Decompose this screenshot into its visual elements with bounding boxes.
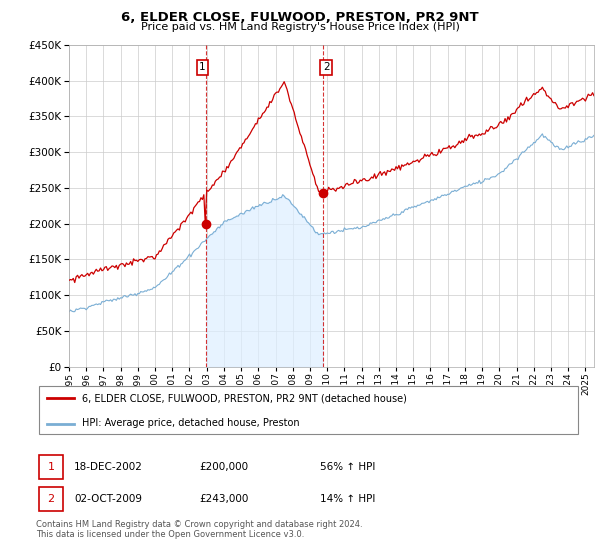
FancyBboxPatch shape xyxy=(39,455,64,479)
Text: 2: 2 xyxy=(323,62,329,72)
FancyBboxPatch shape xyxy=(39,487,64,511)
FancyBboxPatch shape xyxy=(39,386,578,434)
Text: £200,000: £200,000 xyxy=(200,462,249,472)
Text: Contains HM Land Registry data © Crown copyright and database right 2024.
This d: Contains HM Land Registry data © Crown c… xyxy=(36,520,362,539)
Text: 56% ↑ HPI: 56% ↑ HPI xyxy=(320,462,375,472)
Text: 14% ↑ HPI: 14% ↑ HPI xyxy=(320,494,375,504)
Text: £243,000: £243,000 xyxy=(200,494,249,504)
Text: 2: 2 xyxy=(47,494,55,504)
Text: 6, ELDER CLOSE, FULWOOD, PRESTON, PR2 9NT: 6, ELDER CLOSE, FULWOOD, PRESTON, PR2 9N… xyxy=(121,11,479,24)
Text: 6, ELDER CLOSE, FULWOOD, PRESTON, PR2 9NT (detached house): 6, ELDER CLOSE, FULWOOD, PRESTON, PR2 9N… xyxy=(82,394,407,404)
Text: 1: 1 xyxy=(47,462,55,472)
Text: 18-DEC-2002: 18-DEC-2002 xyxy=(74,462,143,472)
Text: 02-OCT-2009: 02-OCT-2009 xyxy=(74,494,142,504)
Text: 1: 1 xyxy=(199,62,206,72)
Text: HPI: Average price, detached house, Preston: HPI: Average price, detached house, Pres… xyxy=(82,418,300,428)
Text: Price paid vs. HM Land Registry's House Price Index (HPI): Price paid vs. HM Land Registry's House … xyxy=(140,22,460,32)
